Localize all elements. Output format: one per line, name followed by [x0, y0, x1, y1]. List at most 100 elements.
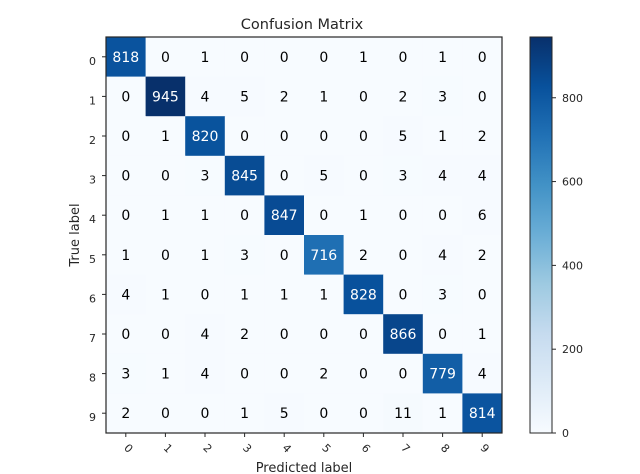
heatmap-cell [383, 393, 424, 434]
cell-value-label: 5 [399, 129, 408, 145]
heatmap-cell [224, 155, 265, 196]
cell-value-label: 2 [280, 89, 289, 105]
heatmap-cell [422, 195, 463, 236]
cell-value-label: 1 [121, 248, 130, 264]
heatmap-cell [304, 274, 345, 315]
cell-value-label: 0 [478, 50, 487, 66]
heatmap-cell [383, 116, 424, 157]
heatmap-cell [224, 393, 265, 434]
heatmap-cell [383, 37, 424, 78]
cell-value-label: 0 [161, 327, 170, 343]
cell-value-label: 847 [271, 208, 298, 224]
cell-value-label: 2 [359, 248, 368, 264]
heatmap-cell [304, 116, 345, 157]
cell-value-label: 0 [280, 169, 289, 185]
heatmap-cell [224, 195, 265, 236]
cell-value-label: 0 [319, 50, 328, 66]
heatmap-cell [343, 155, 384, 196]
cell-value-label: 1 [319, 89, 328, 105]
cell-value-label: 1 [201, 248, 210, 264]
heatmap-cell [343, 116, 384, 157]
cell-value-label: 0 [359, 406, 368, 422]
heatmap-cell [185, 155, 226, 196]
chart-title: Confusion Matrix [241, 17, 364, 33]
heatmap-cell [106, 116, 147, 157]
heatmap-cell [343, 195, 384, 236]
cell-value-label: 4 [438, 169, 447, 185]
y-tick-label: 2 [89, 134, 96, 147]
heatmap-cell [145, 314, 186, 355]
colorbar-tick-label: 200 [562, 343, 583, 356]
cell-value-label: 2 [399, 89, 408, 105]
heatmap-cell [106, 393, 147, 434]
cell-value-label: 1 [319, 287, 328, 303]
x-tick-label: 2 [200, 441, 214, 455]
heatmap-cell [264, 274, 305, 315]
cell-value-label: 2 [121, 406, 130, 422]
colorbar-tick-label: 0 [562, 427, 569, 440]
cell-value-label: 4 [438, 248, 447, 264]
heatmap-cell [422, 76, 463, 117]
cell-value-label: 1 [161, 367, 170, 383]
cell-value-label: 0 [280, 50, 289, 66]
y-tick-label: 6 [89, 292, 96, 305]
cell-value-label: 0 [161, 50, 170, 66]
heatmap-cell [145, 235, 186, 276]
heatmap-cell [264, 195, 305, 236]
heatmap-cell [383, 195, 424, 236]
heatmap-cell [224, 353, 265, 394]
y-tick-label: 8 [89, 372, 96, 385]
y-axis-label: True label [68, 203, 83, 267]
heatmap-cell [383, 314, 424, 355]
heatmap-cell [304, 76, 345, 117]
cell-value-label: 6 [478, 208, 487, 224]
heatmap-cell [224, 314, 265, 355]
heatmap-cell [264, 76, 305, 117]
heatmap-cell [462, 235, 503, 276]
cell-value-label: 0 [319, 406, 328, 422]
heatmap-cell [422, 274, 463, 315]
heatmap-cell [264, 314, 305, 355]
cell-value-label: 0 [280, 129, 289, 145]
cell-value-label: 779 [429, 367, 456, 383]
cell-value-label: 1 [161, 287, 170, 303]
heatmap-cell [145, 37, 186, 78]
cell-value-label: 2 [240, 327, 249, 343]
cell-value-label: 1 [240, 287, 249, 303]
y-axis-ticks: 0 1 2 3 4 5 6 7 8 9 [89, 55, 106, 424]
heatmap-cell [185, 37, 226, 78]
y-tick-label: 5 [89, 253, 96, 266]
cell-value-label: 1 [280, 287, 289, 303]
heatmap-cell [343, 274, 384, 315]
heatmap-cell [185, 353, 226, 394]
cell-value-label: 0 [121, 208, 130, 224]
x-tick-label: 4 [280, 441, 294, 455]
cell-value-label: 0 [319, 129, 328, 145]
heatmap-cell [185, 76, 226, 117]
heatmap-cell [304, 155, 345, 196]
cell-value-label: 0 [399, 50, 408, 66]
heatmap-cell [462, 195, 503, 236]
heatmap-cells: 818 0 1 0 0 0 1 0 1 0 0 945 4 5 2 1 0 2 3 0 0 1 820 0 0 0 0 5 1 2 0 0 3 8… [106, 37, 503, 434]
heatmap-cell [422, 393, 463, 434]
cell-value-label: 3 [438, 287, 447, 303]
y-tick-label: 4 [89, 213, 96, 226]
cell-value-label: 945 [152, 89, 179, 105]
y-tick-label: 9 [89, 411, 96, 424]
heatmap-cell [304, 314, 345, 355]
heatmap-cell [106, 235, 147, 276]
cell-value-label: 866 [390, 327, 417, 343]
heatmap-cell [185, 235, 226, 276]
heatmap-cell [304, 37, 345, 78]
heatmap-cell [145, 76, 186, 117]
cell-value-label: 0 [121, 169, 130, 185]
heatmap-cell [383, 353, 424, 394]
heatmap-cell [145, 155, 186, 196]
heatmap-cell [462, 274, 503, 315]
x-tick-label: 8 [438, 441, 452, 455]
cell-value-label: 1 [478, 327, 487, 343]
x-tick-label: 7 [398, 441, 412, 455]
heatmap-cell [106, 314, 147, 355]
cell-value-label: 0 [438, 208, 447, 224]
heatmap-cell [185, 195, 226, 236]
